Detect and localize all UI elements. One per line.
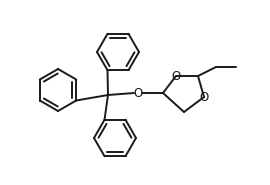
- Text: O: O: [171, 70, 181, 83]
- Text: O: O: [133, 87, 143, 100]
- Text: O: O: [199, 90, 209, 103]
